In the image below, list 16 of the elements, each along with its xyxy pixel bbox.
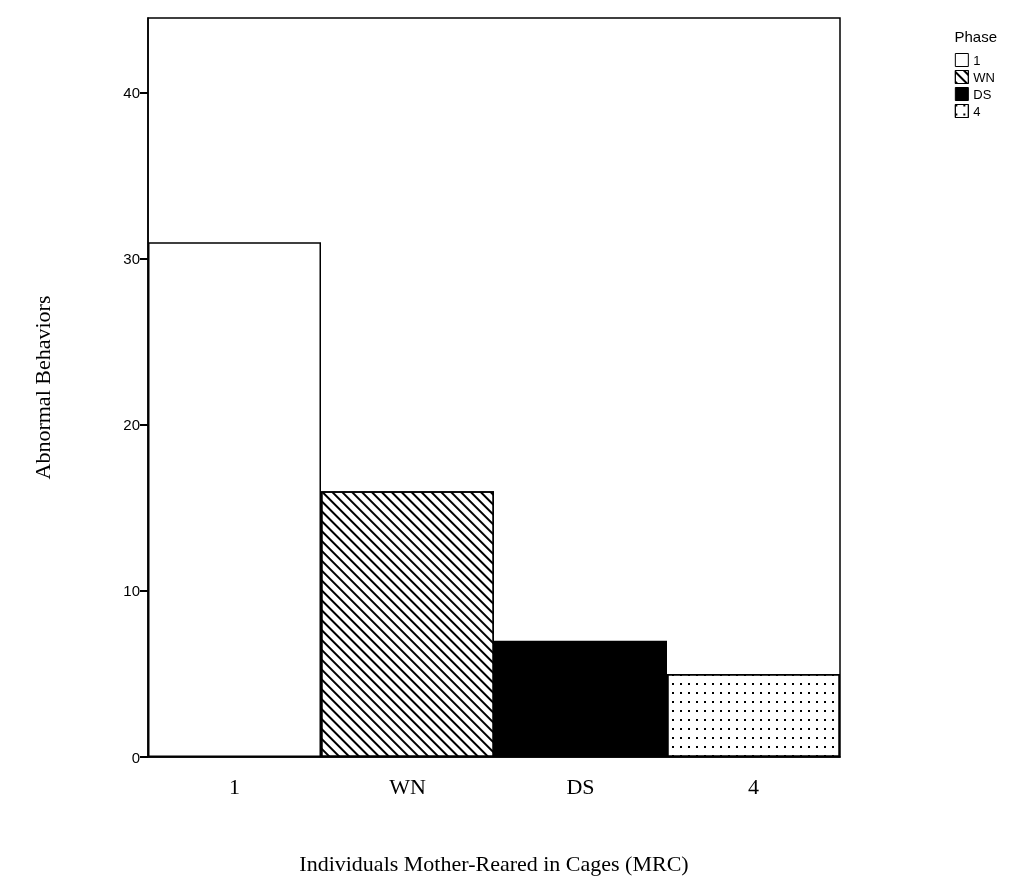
y-tick-label: 30 xyxy=(123,250,140,268)
legend-title: Phase xyxy=(954,28,998,45)
legend-label: DS xyxy=(973,86,992,102)
x-tick-label: 4 xyxy=(748,773,759,799)
y-tick-label: 20 xyxy=(123,416,140,434)
x-tick-label: DS xyxy=(566,773,595,799)
x-tick-label: WN xyxy=(389,773,426,799)
legend-label: 1 xyxy=(973,52,981,68)
y-tick-label: 0 xyxy=(131,748,140,766)
legend-label: 4 xyxy=(973,103,981,119)
legend-label: WN xyxy=(973,69,996,85)
y-axis-title: Abnormal Behaviors xyxy=(29,295,55,480)
y-tick-label: 40 xyxy=(123,84,140,102)
x-axis-title: Individuals Mother-Reared in Cages (MRC) xyxy=(299,850,689,876)
x-tick-label: 1 xyxy=(229,773,240,799)
y-tick-label: 10 xyxy=(123,582,140,600)
